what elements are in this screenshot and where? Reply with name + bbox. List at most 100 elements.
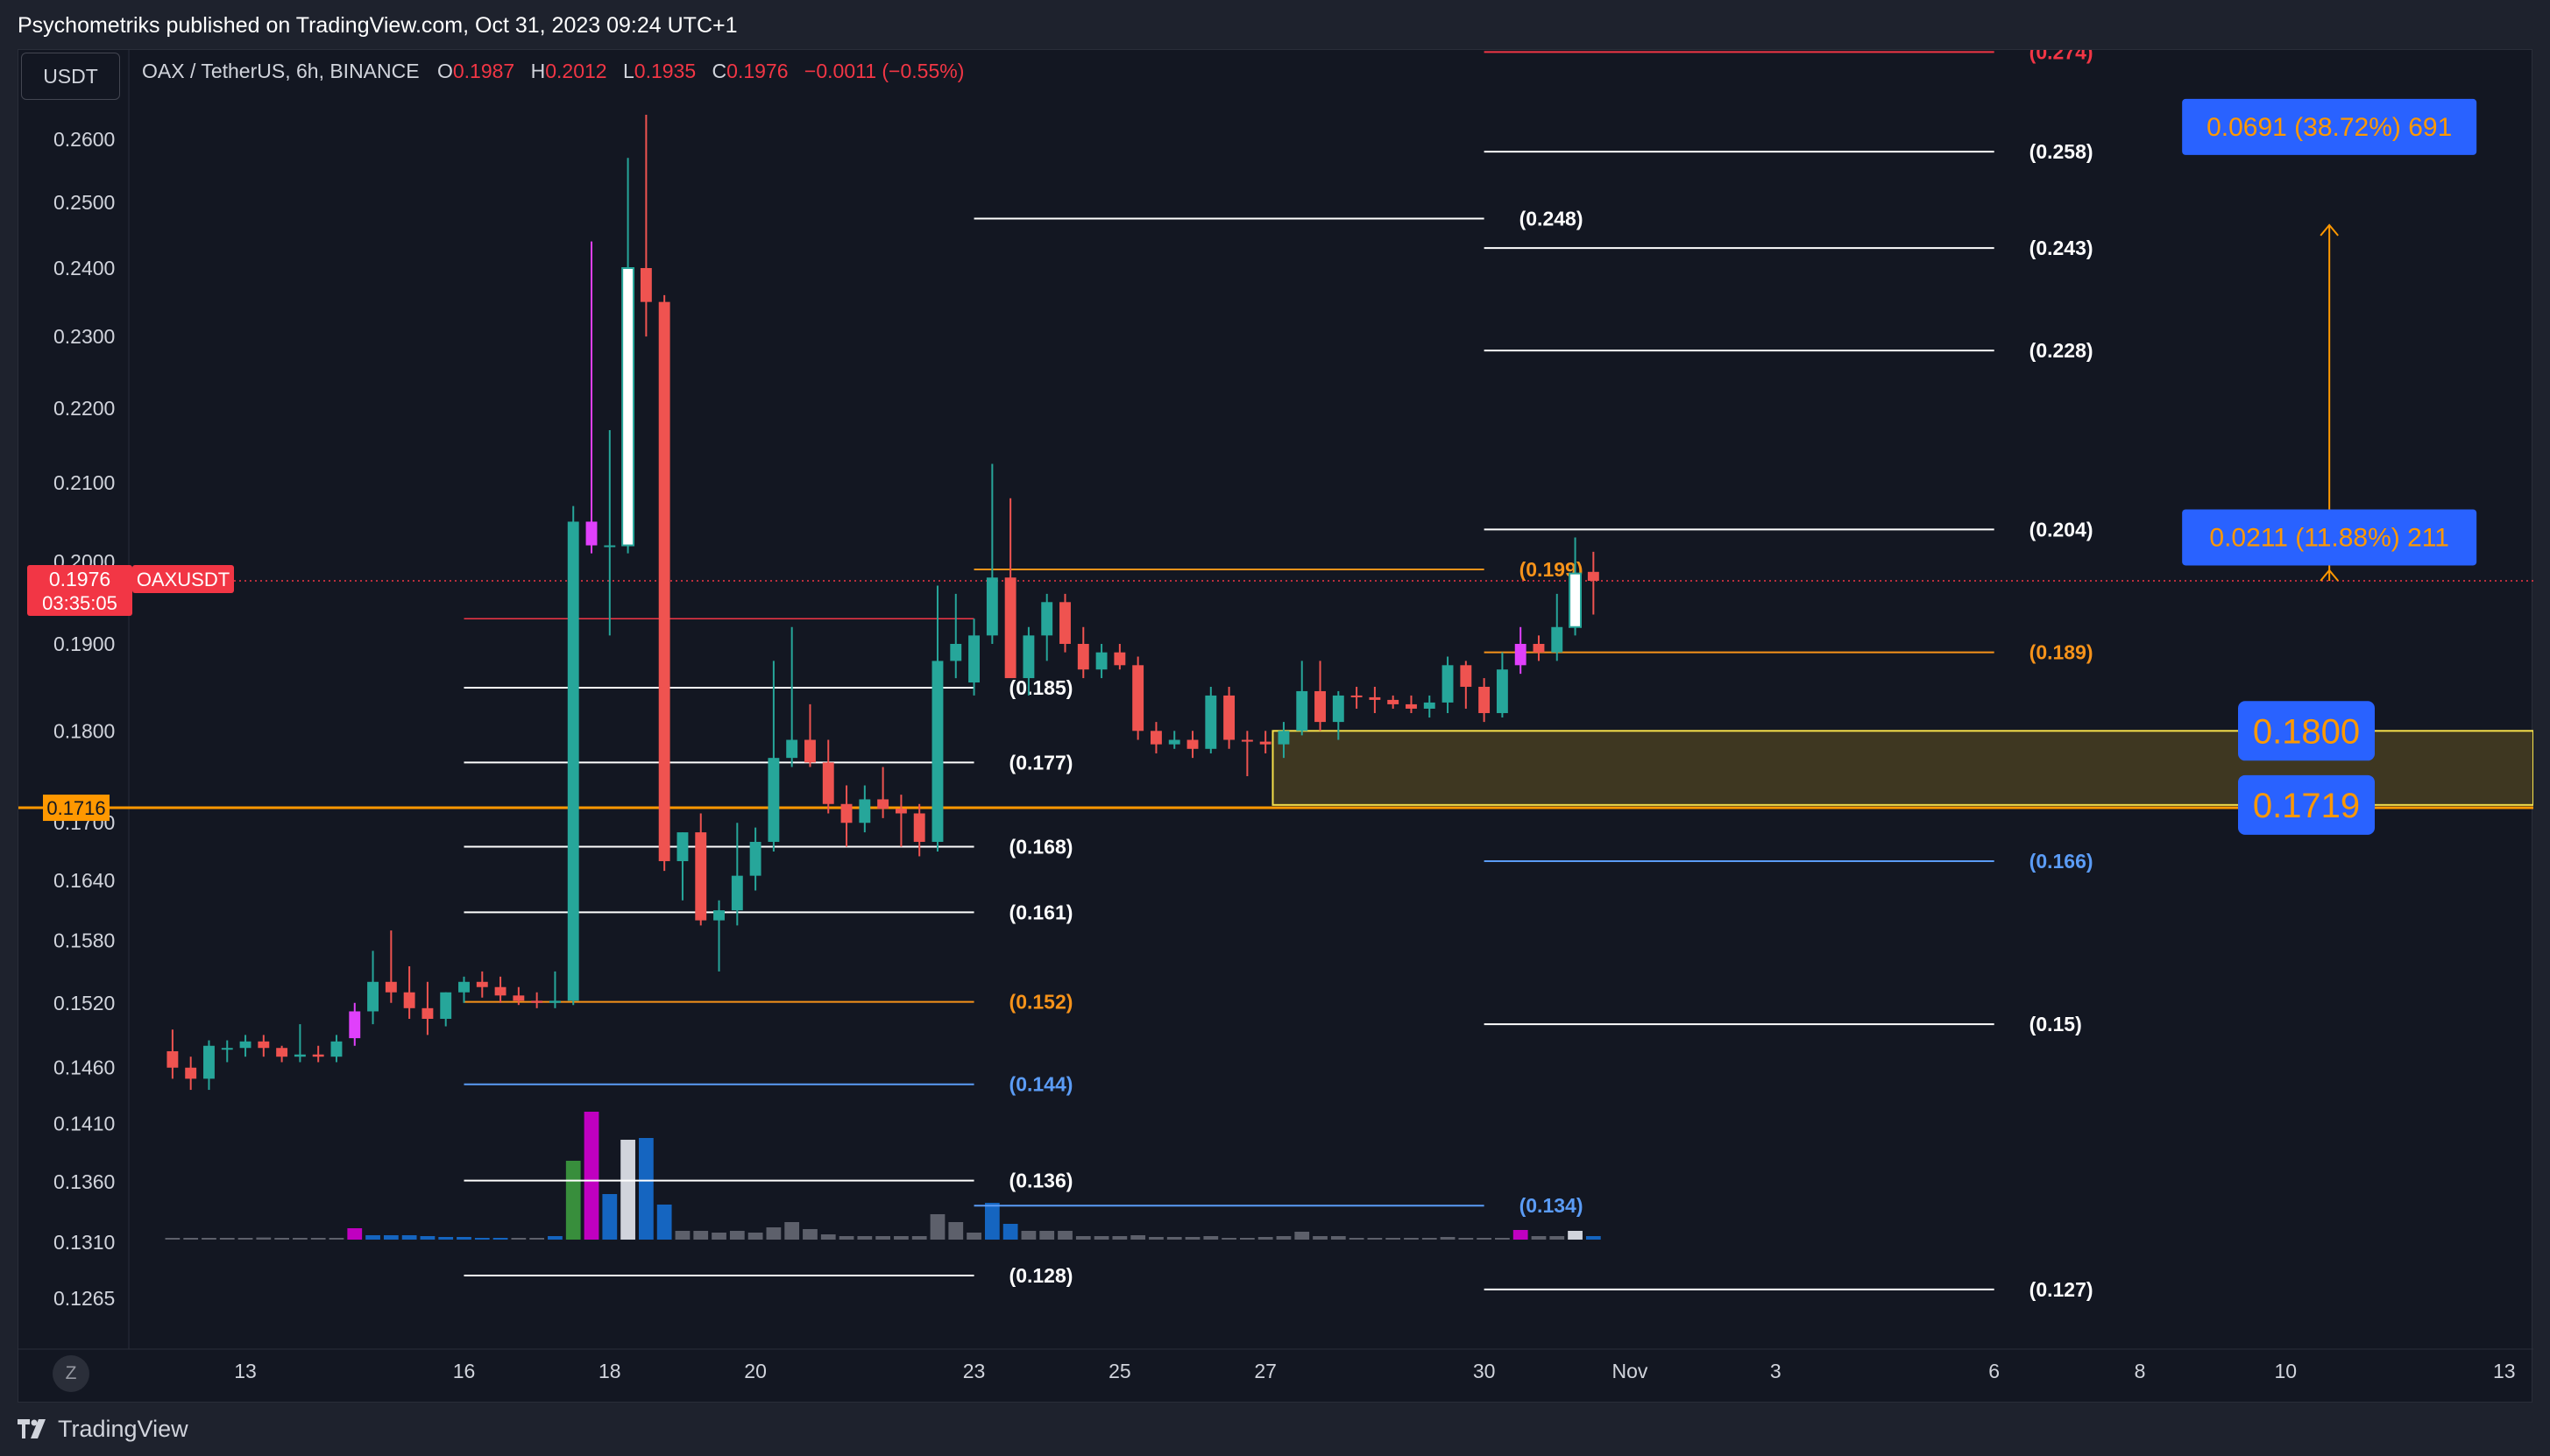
candle-body xyxy=(258,1041,270,1049)
volume-bar xyxy=(1330,1236,1346,1240)
volume-bar xyxy=(492,1238,508,1240)
volume-bar xyxy=(1477,1238,1491,1240)
candle-body xyxy=(1478,686,1491,713)
fib-level-label: (0.144) xyxy=(1009,1073,1073,1096)
volume-bar xyxy=(1130,1235,1146,1240)
candle-body xyxy=(239,1041,251,1049)
candle-body xyxy=(403,992,415,1008)
tradingview-logo[interactable]: TradingView xyxy=(18,1413,188,1445)
candle-body xyxy=(1041,602,1053,636)
candle-body xyxy=(513,995,525,1001)
volume-bar xyxy=(1021,1231,1037,1240)
volume-bar xyxy=(602,1194,618,1240)
volume-bar xyxy=(638,1138,654,1240)
target-label: 0.0691 (38.72%) 691 xyxy=(2182,98,2477,155)
candle-body xyxy=(695,832,707,921)
x-tick-label: 13 xyxy=(2493,1360,2516,1382)
y-tick-label: 0.1520 xyxy=(53,992,115,1014)
candle-body xyxy=(1023,635,1035,679)
candle-body xyxy=(1587,571,1599,581)
candle-body xyxy=(458,981,470,993)
candle-body xyxy=(166,1050,179,1068)
candle-body xyxy=(640,267,652,302)
candle-body xyxy=(1369,696,1381,700)
chart-frame[interactable]: (0.185) (0.177) (0.168) (0.161) (0.152) (0.14… xyxy=(18,49,2533,1403)
volume-bar xyxy=(1239,1238,1255,1240)
x-tick-label: 13 xyxy=(234,1360,257,1382)
target-label-box xyxy=(2182,98,2477,155)
zone-label-box xyxy=(2238,774,2375,835)
y-tick-label: 0.1900 xyxy=(53,633,115,655)
tradingview-logo-icon xyxy=(18,1419,46,1438)
volume-bar xyxy=(930,1214,946,1240)
volume-bar xyxy=(1075,1236,1091,1240)
volume-bar xyxy=(839,1236,854,1240)
candle-body xyxy=(1077,643,1089,670)
volume-bar xyxy=(656,1205,672,1240)
fib-level-label: (0.128) xyxy=(1009,1264,1073,1287)
volume-bar xyxy=(401,1235,417,1240)
volume-bar xyxy=(511,1238,527,1240)
x-tick-label: 8 xyxy=(2135,1360,2146,1382)
fib-level-label: (0.228) xyxy=(2029,339,2093,362)
y-tick-label: 0.2100 xyxy=(53,471,115,494)
candle-body xyxy=(1350,695,1363,697)
candle-body xyxy=(1460,665,1472,687)
volume-bar xyxy=(420,1236,436,1240)
volume-bar xyxy=(584,1112,599,1240)
currency-button[interactable]: USDT xyxy=(21,53,120,100)
volume-bar xyxy=(911,1236,927,1240)
volume-bar xyxy=(293,1238,308,1240)
candle-body xyxy=(840,803,853,823)
volume-bar xyxy=(383,1235,399,1240)
price-chart[interactable]: (0.185) (0.177) (0.168) (0.161) (0.152) (0.14… xyxy=(18,50,2533,1403)
legend-close: 0.1976 xyxy=(726,60,789,82)
volume-bar xyxy=(165,1238,181,1240)
candle-body xyxy=(1132,665,1144,732)
y-tick-label: 0.1460 xyxy=(53,1057,115,1079)
y-tick-label: 0.2200 xyxy=(53,397,115,420)
candle-body xyxy=(1186,739,1199,749)
candle-body xyxy=(1095,652,1108,670)
legend-change: −0.0011 (−0.55%) xyxy=(804,60,965,82)
timezone-button[interactable]: Z xyxy=(53,1355,89,1392)
candle-body xyxy=(804,739,816,763)
footer-brand: TradingView xyxy=(58,1415,188,1442)
volume-bar xyxy=(1094,1236,1109,1240)
candle-body xyxy=(768,758,780,842)
publisher-line: Psychometriks published on TradingView.c… xyxy=(18,13,738,38)
candle-body xyxy=(1569,572,1583,628)
candle-body xyxy=(221,1048,233,1050)
volume-bar xyxy=(693,1231,709,1240)
candle-body xyxy=(567,521,579,1001)
fib-level-label: (0.136) xyxy=(1009,1170,1073,1192)
y-tick-label: 0.2400 xyxy=(53,257,115,279)
symbol-badge-box xyxy=(132,564,234,593)
volume-bar xyxy=(565,1161,581,1240)
candle-body xyxy=(1551,626,1563,653)
candle-body xyxy=(604,545,616,548)
candle-body xyxy=(349,1011,361,1039)
zone-price-label: 0.1800 xyxy=(2238,701,2375,761)
support-badge-box xyxy=(43,795,110,822)
target-label-text: 0.0211 (11.88%) 211 xyxy=(2209,523,2449,552)
candle-body xyxy=(531,1000,543,1003)
volume-bar xyxy=(1349,1238,1364,1240)
legend-close-label: C xyxy=(712,60,727,82)
volume-bar xyxy=(857,1236,873,1240)
fib-level-label: (0.248) xyxy=(1519,207,1583,230)
candle-body xyxy=(585,521,598,546)
candle-body xyxy=(859,799,871,823)
volume-bar xyxy=(347,1228,363,1240)
symbol-badge-text: OAXUSDT xyxy=(137,569,230,590)
volume-bar xyxy=(1404,1238,1419,1240)
support-price-badge: 0.1716 xyxy=(43,795,110,822)
volume-bar xyxy=(784,1222,800,1240)
volume-bar xyxy=(474,1238,490,1240)
candle-body xyxy=(1296,690,1308,732)
candle-body xyxy=(1114,652,1126,666)
volume-bar xyxy=(1531,1236,1547,1240)
candle-body xyxy=(749,841,761,876)
candle-body xyxy=(1441,665,1454,703)
volume-bar xyxy=(548,1236,563,1240)
